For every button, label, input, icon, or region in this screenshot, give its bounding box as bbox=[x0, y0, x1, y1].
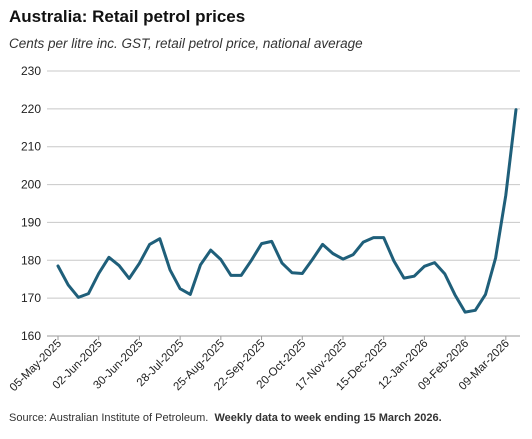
x-axis: 05-May-202502-Jun-202530-Jun-202528-Jul-… bbox=[8, 336, 512, 394]
source-text: Source: Australian Institute of Petroleu… bbox=[9, 412, 209, 424]
y-tick-label: 220 bbox=[21, 102, 41, 116]
source-note: Source: Australian Institute of Petroleu… bbox=[9, 412, 442, 424]
y-axis: 160 170 180 190 200 210 220 230 bbox=[21, 64, 41, 343]
series-line bbox=[56, 108, 518, 314]
y-tick-label: 190 bbox=[21, 215, 41, 229]
chart-subtitle: Cents per litre inc. GST, retail petrol … bbox=[9, 36, 363, 51]
source-data-note: Weekly data to week ending 15 March 2026… bbox=[214, 412, 442, 424]
y-tick-label: 180 bbox=[21, 253, 41, 267]
y-tick-label: 200 bbox=[21, 178, 41, 192]
y-tick-label: 230 bbox=[21, 64, 41, 78]
series bbox=[56, 108, 518, 314]
chart-title: Australia: Retail petrol prices bbox=[9, 7, 246, 26]
y-tick-label: 210 bbox=[21, 140, 41, 154]
y-tick-label: 170 bbox=[21, 291, 41, 305]
gridlines bbox=[47, 70, 520, 337]
y-tick-label: 160 bbox=[21, 329, 41, 343]
